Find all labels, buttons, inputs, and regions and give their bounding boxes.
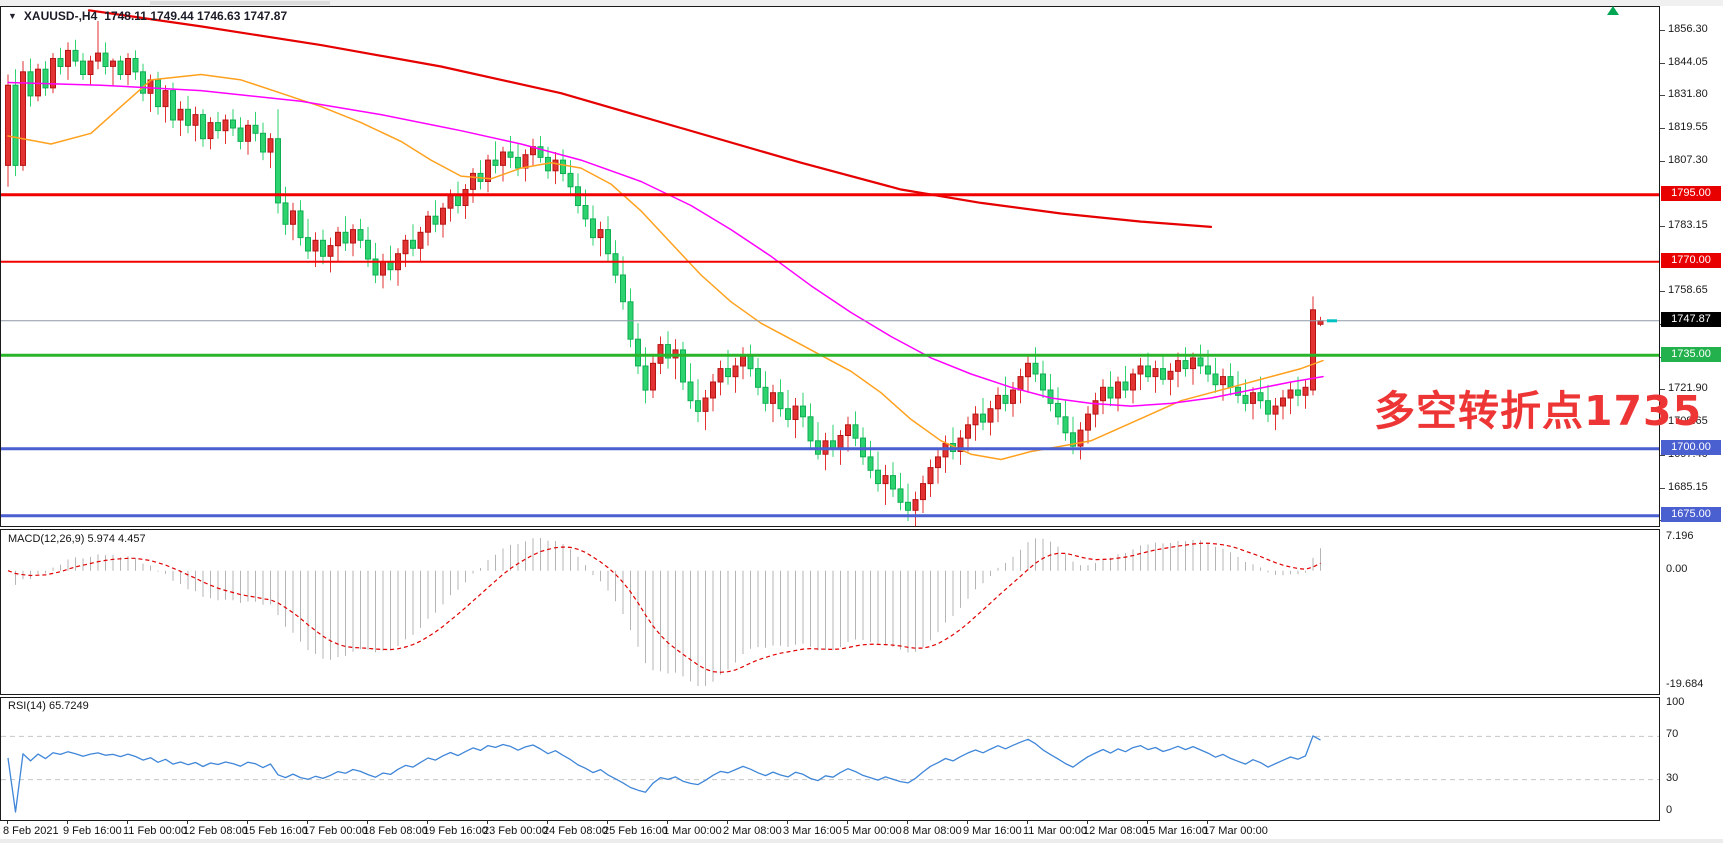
time-axis-tick-mark	[187, 821, 188, 824]
level-price-badge: 1795.00	[1661, 186, 1721, 202]
macd-axis-min-label: -19.684	[1666, 678, 1704, 690]
time-axis-label: 15 Mar 16:00	[1143, 825, 1208, 837]
price-axis-tick-mark	[1660, 29, 1665, 31]
price-axis-tick-label: 1831.80	[1668, 88, 1708, 101]
time-axis-tick-mark	[667, 821, 668, 824]
main-chart-panel[interactable]	[0, 6, 1660, 527]
macd-svg[interactable]	[1, 530, 1659, 694]
price-axis-tick-label: 1685.15	[1668, 480, 1708, 493]
scroll-to-end-icon[interactable]	[1607, 6, 1619, 15]
time-axis-label: 12 Mar 08:00	[1083, 825, 1148, 837]
price-axis-tick-mark	[1660, 291, 1665, 293]
time-axis-tick-mark	[607, 821, 608, 824]
trend-annotation-text[interactable]: 多空转折点1735	[1374, 387, 1703, 435]
price-axis-tick-mark	[1660, 487, 1665, 489]
macd-axis-max-label: 7.196	[1666, 530, 1694, 542]
time-axis-label: 9 Feb 16:00	[63, 825, 122, 837]
time-axis-tick-mark	[847, 821, 848, 824]
time-axis-label: 12 Feb 08:00	[183, 825, 248, 837]
time-axis-label: 1 Mar 00:00	[663, 825, 722, 837]
rsi-axis-tick-label: 70	[1666, 728, 1679, 741]
macd-label: MACD(12,26,9) 5.974 4.457	[8, 533, 146, 545]
time-axis-label: 17 Mar 00:00	[1203, 825, 1268, 837]
time-axis-label: 11 Mar 00:00	[1023, 825, 1088, 837]
price-axis-tick-mark	[1660, 389, 1665, 391]
time-axis-tick-mark	[1087, 821, 1088, 824]
price-axis-tick-label: 1721.90	[1668, 382, 1708, 395]
time-axis-label: 19 Feb 16:00	[423, 825, 488, 837]
ohlc-values: 1748.11 1749.44 1746.63 1747.87	[104, 9, 288, 23]
time-axis-tick-mark	[427, 821, 428, 824]
current-price-marker-icon	[1327, 319, 1337, 323]
ma-long-red	[87, 9, 1213, 228]
price-axis-tick-mark	[1660, 95, 1665, 97]
price-axis-tick-mark	[1660, 128, 1665, 130]
time-axis-label: 8 Mar 08:00	[903, 825, 962, 837]
ma-slow-magenta	[7, 81, 1324, 407]
time-axis-label: 9 Mar 16:00	[963, 825, 1022, 837]
time-axis-tick-mark	[367, 821, 368, 824]
macd-axis-zero-label: 0.00	[1666, 562, 1688, 575]
rsi-indicator-panel[interactable]	[0, 697, 1660, 821]
window-top-strip-segment	[150, 1, 330, 5]
bottom-strip	[0, 839, 1723, 843]
time-axis-label: 15 Feb 16:00	[243, 825, 308, 837]
time-axis-tick-mark	[787, 821, 788, 824]
current-price-badge: 1747.87	[1661, 312, 1721, 328]
time-axis-tick-mark	[1027, 821, 1028, 824]
time-axis-tick-mark	[1147, 821, 1148, 824]
time-axis-label: 23 Feb 00:00	[483, 825, 548, 837]
time-axis-tick-mark	[307, 821, 308, 824]
level-price-badge: 1735.00	[1661, 346, 1721, 362]
price-axis-tick-mark	[1660, 225, 1665, 227]
time-axis-tick-mark	[487, 821, 488, 824]
ma-fast-orange	[7, 73, 1324, 461]
time-axis-label: 17 Feb 00:00	[303, 825, 368, 837]
price-axis-tick-label: 1758.65	[1668, 284, 1708, 297]
collapse-ohlc-icon[interactable]: ▼	[8, 11, 17, 21]
price-axis-tick-mark	[1660, 160, 1665, 162]
time-axis-tick-mark	[727, 821, 728, 824]
price-axis-tick-label: 1807.30	[1668, 153, 1708, 166]
rsi-label: RSI(14) 65.7249	[8, 700, 89, 712]
rsi-axis-tick-label: 30	[1666, 771, 1679, 784]
level-price-badge: 1675.00	[1661, 507, 1721, 523]
time-axis-label: 25 Feb 16:00	[603, 825, 668, 837]
price-axis-tick-label: 1819.55	[1668, 121, 1708, 134]
price-axis-tick-mark	[1660, 422, 1665, 424]
time-axis-tick-mark	[247, 821, 248, 824]
price-axis-tick-label: 1844.05	[1668, 55, 1708, 68]
time-axis-tick-mark	[67, 821, 68, 824]
time-axis-label: 5 Mar 00:00	[843, 825, 902, 837]
macd-indicator-panel[interactable]	[0, 529, 1660, 695]
price-axis-tick-mark	[1660, 62, 1665, 64]
time-axis-label: 3 Mar 16:00	[783, 825, 842, 837]
time-axis-tick-mark	[907, 821, 908, 824]
rsi-svg[interactable]	[1, 698, 1659, 820]
time-axis-tick-mark	[547, 821, 548, 824]
candlestick-chart-svg[interactable]	[1, 7, 1659, 526]
window-top-strip	[0, 0, 1723, 6]
time-axis-label: 2 Mar 08:00	[723, 825, 782, 837]
time-axis-tick-mark	[1207, 821, 1208, 824]
price-axis-tick-label: 1783.15	[1668, 218, 1708, 231]
price-axis-tick-label: 1709.65	[1668, 415, 1708, 428]
level-price-badge: 1700.00	[1661, 440, 1721, 456]
price-axis-tick-label: 1856.30	[1668, 22, 1708, 35]
time-axis-label: 11 Feb 00:00	[123, 825, 188, 837]
time-axis-tick-mark	[127, 821, 128, 824]
time-axis-tick-mark	[7, 821, 8, 824]
chart-title: ▼ XAUUSD-,H4 1748.11 1749.44 1746.63 174…	[8, 9, 287, 23]
rsi-axis-tick-label: 0	[1666, 804, 1673, 816]
time-axis-label: 18 Feb 08:00	[363, 825, 428, 837]
time-axis-label: 24 Feb 08:00	[543, 825, 608, 837]
time-axis-label: 8 Feb 2021	[3, 825, 59, 837]
time-axis-tick-mark	[967, 821, 968, 824]
symbol-timeframe-label: XAUUSD-,H4	[23, 9, 98, 23]
rsi-axis-tick-label: 100	[1666, 696, 1685, 708]
level-price-badge: 1770.00	[1661, 253, 1721, 269]
time-axis[interactable]: 8 Feb 2021 9 Feb 16:00 11 Feb 00:00 12 Feb …	[0, 821, 1723, 839]
